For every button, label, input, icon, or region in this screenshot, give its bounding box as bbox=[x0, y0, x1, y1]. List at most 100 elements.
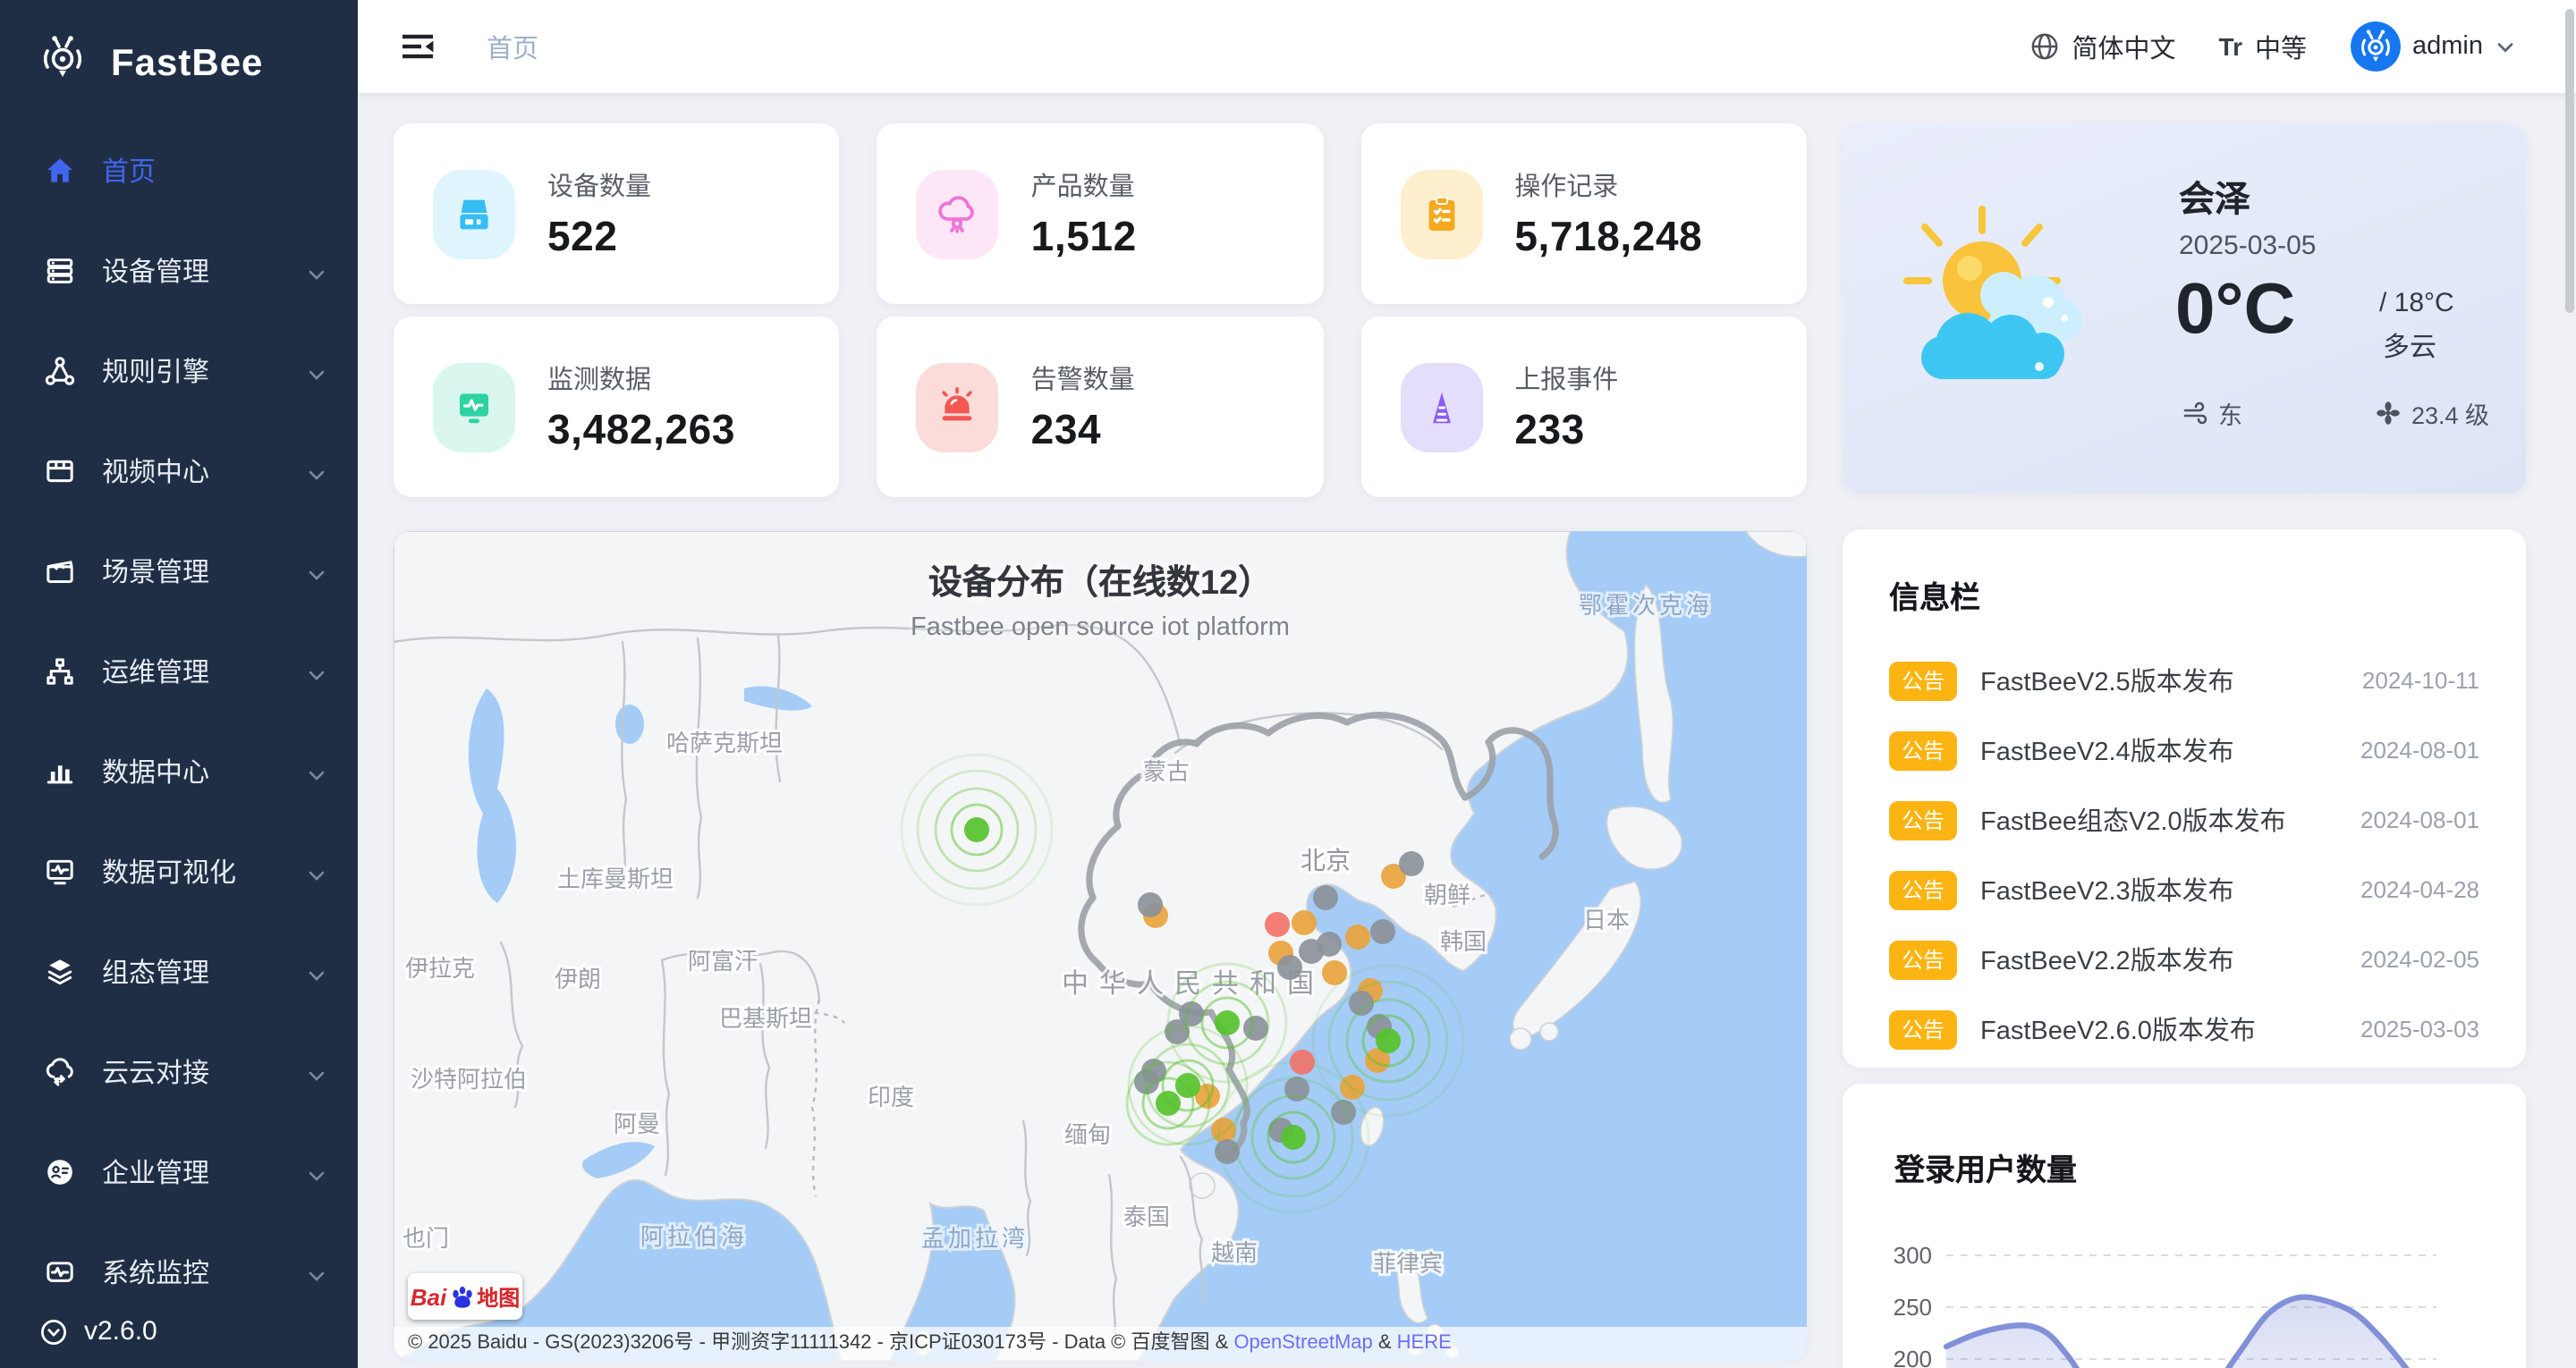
announcement-row[interactable]: 公告 FastBeeV2.3版本发布 2024-04-28 bbox=[1889, 855, 2479, 925]
stat-value: 233 bbox=[1514, 406, 1585, 452]
sidebar-item-devices[interactable]: 设备管理 bbox=[0, 220, 358, 320]
marker-ripple bbox=[1233, 1077, 1354, 1198]
ops-icon bbox=[43, 654, 75, 687]
announcement-row[interactable]: 公告 FastBeeV2.5版本发布 2024-10-11 bbox=[1889, 646, 2479, 715]
osm-link[interactable]: OpenStreetMap bbox=[1233, 1332, 1373, 1354]
sidebar-item-topology[interactable]: 组态管理 bbox=[0, 921, 358, 1021]
language-switcher[interactable]: 简体中文 bbox=[2031, 28, 2176, 65]
device-marker-orange bbox=[1345, 925, 1370, 950]
chevron-down-icon bbox=[308, 862, 326, 881]
stat-card-product: 产品数量 1,512 bbox=[877, 123, 1324, 304]
sidebar-item-video[interactable]: 视频中心 bbox=[0, 420, 358, 520]
chevron-down-icon bbox=[308, 1262, 326, 1281]
weather-temperature: 0°C bbox=[2175, 270, 2296, 349]
marker-ripple bbox=[1267, 1110, 1320, 1164]
baidu-maps-logo: Bai 地图 bbox=[408, 1273, 522, 1320]
announcement-row[interactable]: 公告 FastBee组态V2.0版本发布 2024-08-01 bbox=[1889, 785, 2479, 855]
announcement-title: FastBeeV2.6.0版本发布 bbox=[1980, 1018, 2256, 1046]
sidebar-item-enterprise[interactable]: 企业管理 bbox=[0, 1121, 358, 1221]
sidebar-menu: 首页 设备管理 规则引擎 视频中心 场景管理 运维管理 数据中心 数据可视化 组… bbox=[0, 120, 358, 1322]
topbar: 首页 简体中文 Tr 中等 bbox=[358, 0, 2576, 93]
marker-ripple bbox=[1311, 964, 1465, 1118]
stat-label: 操作记录 bbox=[1514, 173, 1619, 202]
map-label: 蒙古 bbox=[1143, 758, 1190, 785]
chevron-down-icon bbox=[308, 1162, 326, 1181]
rules-icon bbox=[43, 354, 75, 386]
sidebar-item-datavis[interactable]: 数据可视化 bbox=[0, 821, 358, 921]
map-label: 日本 bbox=[1583, 907, 1630, 933]
map-label: 阿拉伯海 bbox=[640, 1223, 748, 1250]
chevron-down-icon bbox=[308, 361, 326, 380]
username: admin bbox=[2412, 32, 2483, 61]
land-asia bbox=[394, 531, 1629, 1361]
scrollbar-thumb[interactable] bbox=[2565, 9, 2574, 313]
stat-card-device: 设备数量 522 bbox=[394, 123, 840, 304]
map-label: 伊朗 bbox=[555, 966, 601, 992]
sidebar-item-sysmonitor[interactable]: 系统监控 bbox=[0, 1221, 358, 1322]
announcement-row[interactable]: 公告 FastBeeV2.2版本发布 2024-02-05 bbox=[1889, 925, 2479, 994]
wind-power: 23.4 级 bbox=[2411, 402, 2490, 429]
stat-value: 3,482,263 bbox=[547, 406, 736, 452]
here-link[interactable]: HERE bbox=[1396, 1332, 1452, 1354]
announcement-title: FastBeeV2.3版本发布 bbox=[1980, 878, 2234, 907]
marker-ripple bbox=[1141, 1077, 1195, 1130]
device-marker-green bbox=[1215, 1010, 1240, 1035]
announcement-title: FastBee组态V2.0版本发布 bbox=[1980, 808, 2286, 837]
device-marker-gray bbox=[1349, 991, 1374, 1016]
monitordata-icon bbox=[433, 362, 515, 452]
marker-ripple bbox=[1200, 996, 1254, 1050]
sidebar-item-datacenter[interactable]: 数据中心 bbox=[0, 721, 358, 821]
sidebar-collapse-icon[interactable] bbox=[401, 29, 436, 64]
sidebar-item-label: 首页 bbox=[102, 156, 157, 187]
chevron-down-icon bbox=[308, 562, 326, 580]
wind-icon bbox=[2183, 401, 2207, 425]
sidebar-version[interactable]: v2.6.0 bbox=[39, 1316, 157, 1347]
map-dots bbox=[900, 753, 1465, 1214]
map-subtitle: Fastbee open source iot platform bbox=[911, 613, 1290, 642]
marker-ripple bbox=[1327, 980, 1449, 1102]
sidebar-item-scene[interactable]: 场景管理 bbox=[0, 520, 358, 621]
device-marker-gray bbox=[1134, 1069, 1159, 1094]
map-label: 哈萨克斯坦 bbox=[666, 730, 783, 756]
login-users-chart-card: 登录用户数量 300 250 200 bbox=[1843, 1084, 2526, 1368]
announcement-row[interactable]: 公告 FastBeeV2.6.0版本发布 2025-03-03 bbox=[1889, 994, 2479, 1064]
alarm-icon bbox=[916, 362, 999, 452]
font-size-switcher[interactable]: Tr 中等 bbox=[2219, 28, 2307, 65]
device-marker-gray bbox=[1165, 1019, 1190, 1044]
cloudlink-icon bbox=[43, 1055, 75, 1087]
device-marker-gray bbox=[1138, 892, 1163, 917]
device-marker-gray bbox=[1399, 851, 1424, 876]
devices-icon bbox=[43, 254, 75, 286]
sidebar-item-ops[interactable]: 运维管理 bbox=[0, 621, 358, 721]
map-label: 北京 bbox=[1301, 847, 1351, 874]
language-label: 简体中文 bbox=[2072, 35, 2176, 63]
map-label: 鄂霍次克海 bbox=[1579, 592, 1713, 619]
content: 设备数量 522 产品数量 1,512 操作记录 5,718,248 监测数据 … bbox=[358, 93, 2576, 1368]
announcement-row[interactable]: 公告 FastBeeV2.4版本发布 2024-08-01 bbox=[1889, 715, 2479, 785]
device-marker-orange bbox=[1381, 864, 1406, 889]
breadcrumb: 首页 bbox=[487, 35, 538, 63]
avatar bbox=[2350, 21, 2400, 72]
sidebar-item-label: 数据中心 bbox=[102, 757, 210, 788]
device-marker-green bbox=[1156, 1091, 1181, 1116]
sidebar-item-label: 组态管理 bbox=[102, 958, 210, 988]
announcement-date: 2024-10-11 bbox=[2361, 667, 2479, 694]
device-map-card[interactable]: 设备分布（在线数12） Fastbee open source iot plat… bbox=[394, 531, 1807, 1361]
wind-direction: 东 bbox=[2218, 402, 2242, 429]
sidebar-item-home[interactable]: 首页 bbox=[0, 120, 358, 220]
app-logo: FastBee bbox=[0, 0, 358, 120]
sysmonitor-icon bbox=[43, 1255, 75, 1288]
user-menu[interactable]: admin bbox=[2350, 21, 2515, 72]
weather-condition: 多云 bbox=[2383, 333, 2437, 363]
map-label: 朝鲜 bbox=[1424, 882, 1470, 908]
weather-sun-cloud-icon bbox=[1871, 195, 2122, 418]
map-label: 孟加拉湾 bbox=[921, 1225, 1029, 1252]
map-attribution: © 2025 Baidu - GS(2023)3206号 - 甲测资字11111… bbox=[394, 1327, 1807, 1361]
map-label: 韩国 bbox=[1440, 928, 1487, 955]
sidebar-item-rules[interactable]: 规则引擎 bbox=[0, 320, 358, 420]
main-area: 首页 简体中文 Tr 中等 bbox=[358, 0, 2576, 1368]
sidebar-item-cloudlink[interactable]: 云云对接 bbox=[0, 1021, 358, 1121]
map-label: 阿曼 bbox=[614, 1110, 660, 1137]
version-label: v2.6.0 bbox=[84, 1316, 157, 1347]
